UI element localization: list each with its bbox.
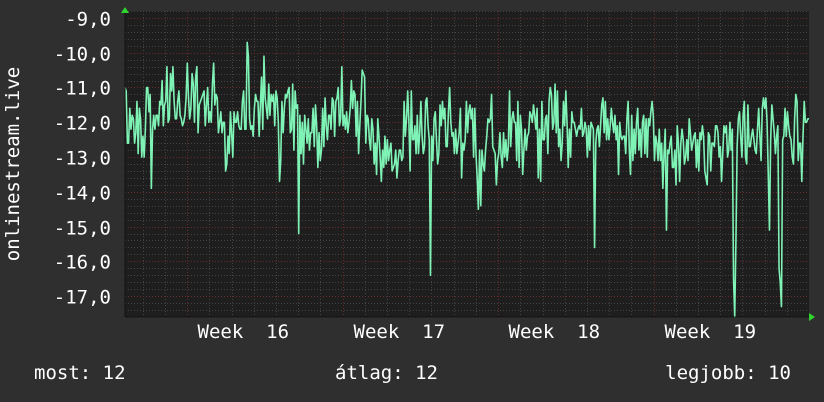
x-tick-label: Week 19	[665, 321, 757, 343]
y-tick-label: -9,0	[65, 9, 111, 31]
y-tick-label: -14,0	[54, 183, 111, 205]
y-tick-label: -11,0	[54, 78, 111, 100]
stat-best-value: 10	[768, 362, 791, 384]
stat-best: legjobb: 10	[665, 362, 791, 384]
minor-grid	[125, 11, 809, 318]
stat-average-label: átlag:	[335, 362, 404, 384]
stat-best-label: legjobb:	[665, 362, 757, 384]
series-line	[124, 41, 809, 318]
y-tick-label: -15,0	[54, 218, 111, 240]
y-axis-arrow-icon	[121, 7, 129, 13]
stat-average: átlag: 12	[335, 362, 438, 384]
y-tick-label: -17,0	[54, 287, 111, 309]
y-tick-label: -10,0	[54, 44, 111, 66]
y-tick-labels: -9,0 -10,0 -11,0 -12,0 -13,0 -14,0 -15,0 -16,0 -…	[54, 9, 111, 309]
x-tick-label: Week 18	[509, 321, 601, 343]
axes	[121, 7, 815, 321]
y-axis-label: onlinestream.live	[2, 67, 24, 261]
stat-current-label: most:	[34, 362, 92, 384]
y-tick-label: -12,0	[54, 113, 111, 135]
x-axis-arrow-icon	[809, 313, 815, 321]
y-tick-label: -13,0	[54, 148, 111, 170]
stat-current-value: 12	[102, 362, 126, 384]
y-tick-label: -16,0	[54, 252, 111, 274]
stat-current: most: 12	[34, 362, 126, 384]
stat-average-value: 12	[415, 362, 438, 384]
x-tick-label: Week 17	[354, 321, 446, 343]
x-tick-label: Week 16	[198, 321, 290, 343]
x-tick-labels: Week 16 Week 17 Week 18 Week 19	[198, 321, 757, 343]
stats-bar: most: 12 átlag: 12 legjobb: 10	[0, 362, 824, 390]
